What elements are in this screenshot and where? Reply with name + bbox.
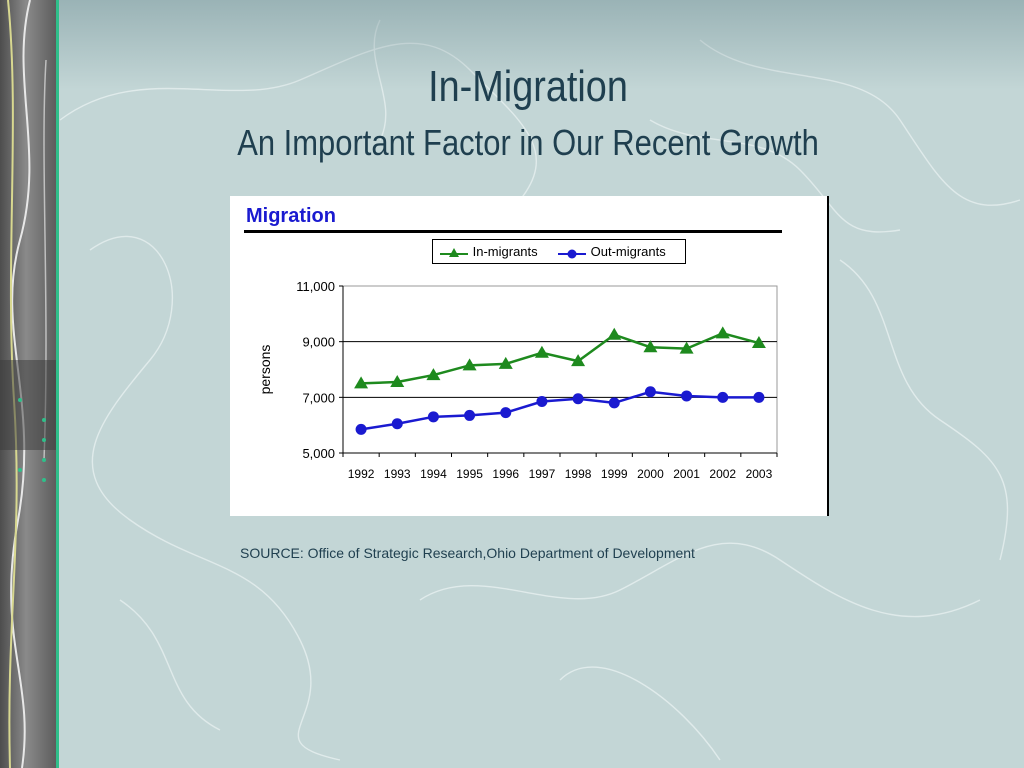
y-tick-label: 9,000: [302, 335, 335, 350]
chart-title: Migration: [246, 205, 336, 227]
chart-panel: Migration In-migrants Out-migrants 5,000…: [230, 196, 829, 516]
data-point-in-migrants: [534, 345, 549, 358]
triangle-marker-icon: [440, 247, 468, 257]
data-point-out-migrants: [753, 391, 765, 403]
data-point-in-migrants: [426, 368, 441, 381]
x-tick-label: 2002: [709, 467, 736, 481]
series-line-out-migrants: [360, 390, 759, 431]
data-point-in-migrants: [751, 336, 766, 349]
source-note: SOURCE: Office of Strategic Research,Ohi…: [240, 545, 695, 561]
x-tick-label: 1995: [456, 467, 483, 481]
data-point-in-migrants: [354, 376, 369, 389]
legend-item-in-migrants: In-migrants: [439, 244, 538, 260]
data-point-in-migrants: [715, 326, 730, 339]
x-tick-label: 1996: [492, 467, 519, 481]
y-tick-label: 5,000: [302, 446, 335, 461]
circle-marker-icon: [558, 249, 586, 259]
y-tick-label: 11,000: [296, 279, 335, 294]
x-tick-label: 1999: [601, 467, 628, 481]
plot-area-frame: [342, 285, 778, 454]
slide-title: In-Migration: [428, 62, 628, 111]
data-point-out-migrants: [427, 411, 439, 423]
x-tick-label: 1998: [565, 467, 592, 481]
series-line-in-migrants: [361, 331, 760, 385]
data-point-in-migrants: [462, 358, 477, 371]
y-tick-label: 7,000: [302, 390, 335, 405]
data-point-in-migrants: [498, 356, 513, 369]
x-tick-label: 1992: [348, 467, 375, 481]
data-point-in-migrants: [607, 327, 622, 340]
data-point-out-migrants: [500, 407, 512, 419]
legend-label-in-migrants: In-migrants: [472, 244, 538, 259]
aerial-photo-strip: [0, 0, 58, 768]
data-point-out-migrants: [391, 418, 403, 430]
data-point-out-migrants: [355, 423, 367, 435]
legend-item-out-migrants: Out-migrants: [557, 244, 666, 260]
x-tick-label: 1994: [420, 467, 447, 481]
chart-title-rule: [244, 230, 782, 233]
data-point-in-migrants: [390, 375, 405, 388]
data-point-out-migrants: [464, 409, 476, 421]
data-point-out-migrants: [644, 386, 656, 398]
data-point-out-migrants: [717, 391, 729, 403]
x-tick-label: 1997: [529, 467, 556, 481]
data-point-out-migrants: [572, 393, 584, 405]
slide-subtitle: An Important Factor in Our Recent Growth: [237, 122, 819, 163]
data-point-out-migrants: [681, 390, 693, 402]
data-point-out-migrants: [608, 397, 620, 409]
chart-legend: In-migrants Out-migrants: [432, 239, 686, 264]
data-point-in-migrants: [571, 354, 586, 367]
legend-label-out-migrants: Out-migrants: [590, 244, 666, 259]
data-point-out-migrants: [536, 396, 548, 408]
migration-line-chart: 5,000 7,000 9,000 11,000 1992 1993 1994 1995 199…: [257, 279, 778, 481]
top-shade: [0, 0, 1024, 90]
x-tick-label: 2001: [673, 467, 700, 481]
y-axis-label: persons: [257, 345, 273, 395]
x-tick-label: 2003: [746, 467, 773, 481]
data-point-in-migrants: [679, 341, 694, 354]
x-tick-label: 2000: [637, 467, 664, 481]
data-point-in-migrants: [643, 340, 658, 353]
strip-accent-border: [56, 0, 59, 768]
x-tick-label: 1993: [384, 467, 411, 481]
